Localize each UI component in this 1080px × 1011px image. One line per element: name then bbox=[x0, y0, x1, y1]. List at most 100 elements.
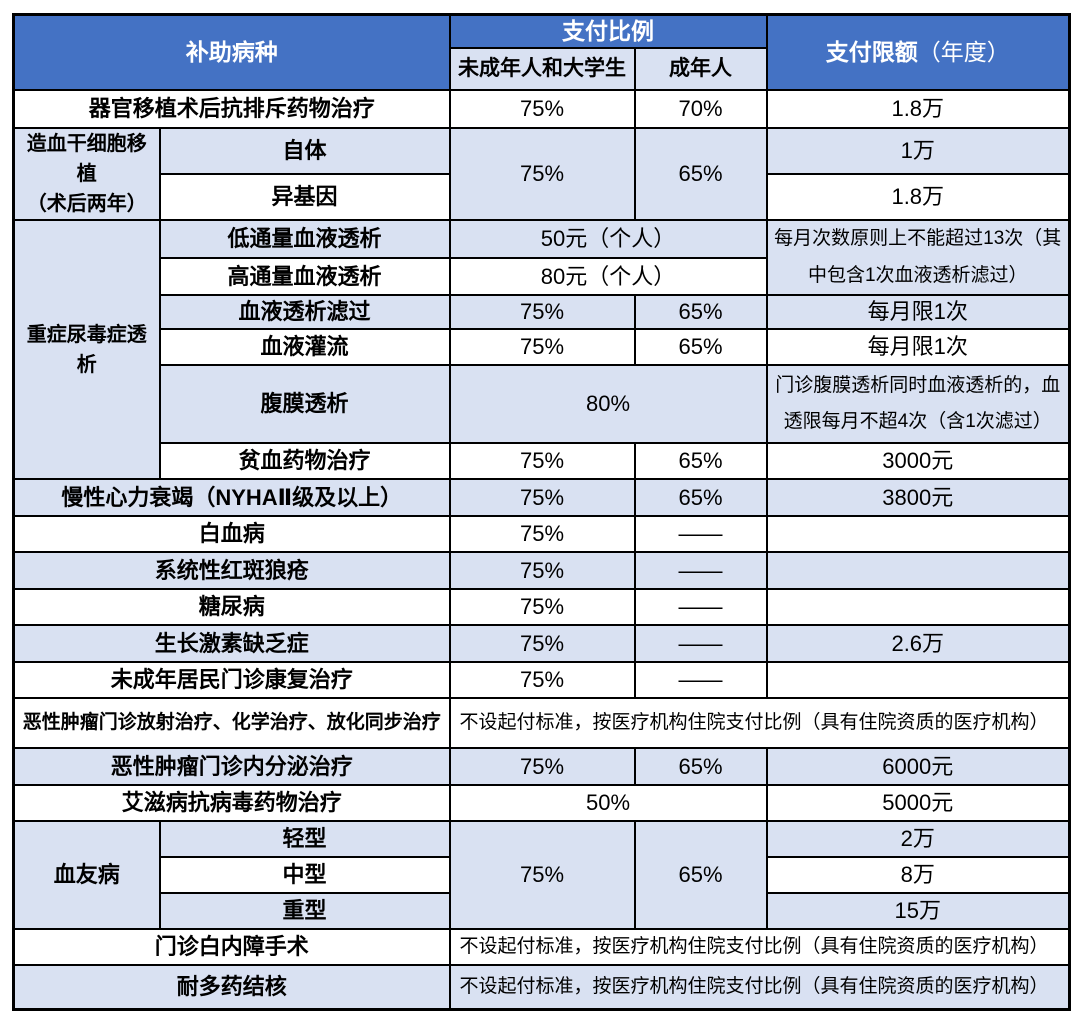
note-cell: 不设起付标准，按医疗机构住院支付比例（具有住院资质的医疗机构） bbox=[448, 697, 1071, 750]
limit-cell-empty bbox=[765, 515, 1071, 554]
rate-adult-cell: 65% bbox=[633, 328, 768, 367]
rate-adult-cell: 65% bbox=[633, 442, 768, 481]
rate-minor-cell: 75% bbox=[448, 747, 636, 787]
disease-name-cell: 贫血药物治疗 bbox=[158, 442, 451, 481]
header-row-2: 未成年人和大学生 成年人 bbox=[14, 47, 1070, 92]
rate-minor-cell: 75% bbox=[448, 588, 636, 627]
table-row: 门诊白内障手术 不设起付标准，按医疗机构住院支付比例（具有住院资质的医疗机构） bbox=[12, 928, 1071, 967]
group-line-2: （术后两年） bbox=[26, 193, 147, 216]
header-row-1: 补助病种 支付比例 支付限额（年度） bbox=[12, 13, 1071, 92]
limit-cell: 6000元 bbox=[765, 747, 1071, 787]
fee-cell: 50元（个人） bbox=[448, 219, 768, 260]
table-row: 慢性心力衰竭（NYHAⅡ级及以上） 75% 65% 3800元 bbox=[12, 478, 1071, 518]
header-disease-type: 补助病种 bbox=[12, 13, 451, 92]
limit-cell: 门诊腹膜透析同时血液透析的，血透限每月不超4次（含1次滤过） bbox=[765, 364, 1071, 445]
table-row: 血液灌流 75% 65% 每月限1次 bbox=[14, 328, 1071, 367]
disease-name-cell: 系统性红斑狼疮 bbox=[12, 551, 451, 591]
limit-cell: 1万 bbox=[765, 127, 1071, 176]
table-row: 恶性肿瘤门诊放射治疗、化学治疗、放化同步治疗 不设起付标准，按医疗机构住院支付比… bbox=[12, 697, 1071, 750]
header-payment-limit-main: 支付限额 bbox=[825, 39, 918, 65]
limit-cell: 8万 bbox=[765, 856, 1071, 895]
limit-cell: 1.8万 bbox=[765, 89, 1071, 130]
table-row: 高通量血液透析 80元（个人） bbox=[14, 257, 1070, 297]
rate-minor-cell: 75% bbox=[448, 442, 636, 481]
table-row: 恶性肿瘤门诊内分泌治疗 75% 65% 6000元 bbox=[12, 747, 1071, 787]
disease-name-cell: 器官移植术后抗排斥药物治疗 bbox=[12, 89, 451, 130]
group-line-1: 造血干细胞移植 bbox=[26, 133, 147, 186]
header-payment-limit: 支付限额（年度） bbox=[765, 13, 1071, 92]
table-row: 贫血药物治疗 75% 65% 3000元 bbox=[14, 442, 1071, 481]
limit-cell: 3800元 bbox=[765, 478, 1071, 518]
disease-name-cell: 自体 bbox=[158, 127, 451, 176]
rate-minor-cell: 75% bbox=[448, 294, 636, 331]
table-row: 生长激素缺乏症 75% —— 2.6万 bbox=[12, 624, 1071, 664]
rate-minor-cell: 75% bbox=[448, 478, 636, 518]
disease-name-cell: 未成年居民门诊康复治疗 bbox=[12, 661, 451, 700]
rate-minor-cell: 75% bbox=[448, 89, 636, 130]
limit-cell: 3000元 bbox=[765, 442, 1071, 481]
disease-name-cell: 艾滋病抗病毒药物治疗 bbox=[12, 784, 451, 823]
disease-name-cell: 门诊白内障手术 bbox=[12, 928, 451, 967]
disease-name-cell: 低通量血液透析 bbox=[158, 219, 451, 260]
limit-cell: 5000元 bbox=[765, 784, 1071, 823]
table-row: 血液透析滤过 75% 65% 每月限1次 bbox=[14, 294, 1071, 331]
rate-adult-cell: 65% bbox=[633, 294, 768, 331]
rate-minor-cell: 75% bbox=[448, 820, 636, 931]
header-payment-limit-suffix: （年度） bbox=[917, 39, 1010, 65]
header-payment-ratio: 支付比例 bbox=[448, 13, 768, 50]
rate-adult-cell: —— bbox=[633, 624, 768, 664]
disease-name-cell: 恶性肿瘤门诊内分泌治疗 bbox=[12, 747, 451, 787]
subsidy-table: 补助病种 支付比例 支付限额（年度） 未成年人和大学生 成年人 器官移植术后抗排… bbox=[12, 13, 1071, 1011]
rate-adult-cell: 65% bbox=[633, 747, 768, 787]
fee-cell: 80% bbox=[448, 364, 768, 445]
disease-name-cell: 中型 bbox=[158, 856, 451, 895]
rate-adult-cell: —— bbox=[633, 515, 768, 554]
disease-name-cell: 血液灌流 bbox=[158, 328, 451, 367]
limit-cell: 1.8万 bbox=[765, 173, 1071, 222]
table-row: 腹膜透析 80% 门诊腹膜透析同时血液透析的，血透限每月不超4次（含1次滤过） bbox=[14, 364, 1071, 445]
header-adults: 成年人 bbox=[633, 47, 768, 92]
rate-minor-cell: 75% bbox=[448, 328, 636, 367]
disease-name-cell: 轻型 bbox=[158, 820, 451, 859]
rate-minor-cell: 75% bbox=[448, 661, 636, 700]
disease-group-cell: 血友病 bbox=[12, 820, 161, 931]
rate-minor-cell: 75% bbox=[448, 127, 636, 222]
limit-cell-empty bbox=[765, 551, 1071, 591]
note-cell: 不设起付标准，按医疗机构住院支付比例（具有住院资质的医疗机构） bbox=[448, 964, 1071, 1011]
fee-cell: 80元（个人） bbox=[448, 257, 768, 297]
disease-name-cell: 血液透析滤过 bbox=[158, 294, 451, 331]
limit-cell: 2.6万 bbox=[765, 624, 1071, 664]
rate-minor-cell: 75% bbox=[448, 624, 636, 664]
disease-name-cell: 耐多药结核 bbox=[12, 964, 451, 1011]
table-row: 重症尿毒症透析 低通量血液透析 50元（个人） 每月次数原则上不能超过13次（其… bbox=[12, 219, 1071, 481]
rate-adult-cell: —— bbox=[633, 551, 768, 591]
table-row: 艾滋病抗病毒药物治疗 50% 5000元 bbox=[12, 784, 1071, 823]
table-row: 白血病 75% —— bbox=[12, 515, 1071, 554]
table-row: 血友病 轻型 75% 65% 2万 bbox=[12, 820, 1071, 931]
disease-name-cell: 生长激素缺乏症 bbox=[12, 624, 451, 664]
limit-cell: 每月限1次 bbox=[765, 294, 1071, 331]
table-row: 未成年居民门诊康复治疗 75% —— bbox=[12, 661, 1071, 700]
rate-minor-cell: 75% bbox=[448, 551, 636, 591]
fee-cell: 50% bbox=[448, 784, 768, 823]
disease-name-cell: 白血病 bbox=[12, 515, 451, 554]
disease-name-cell: 异基因 bbox=[158, 173, 451, 222]
disease-group-cell: 造血干细胞移植 （术后两年） bbox=[12, 127, 161, 222]
table-row: 异基因 1.8万 bbox=[14, 173, 1071, 222]
table-row: 器官移植术后抗排斥药物治疗 75% 70% 1.8万 bbox=[12, 89, 1071, 130]
rate-minor-cell: 75% bbox=[448, 515, 636, 554]
table-row: 重型 15万 bbox=[14, 892, 1071, 931]
limit-cell: 15万 bbox=[765, 892, 1071, 931]
rate-adult-cell: —— bbox=[633, 661, 768, 700]
disease-name-cell: 糖尿病 bbox=[12, 588, 451, 627]
table-row: 糖尿病 75% —— bbox=[12, 588, 1071, 627]
limit-cell: 每月次数原则上不能超过13次（其中包含1次血液透析滤过） bbox=[765, 219, 1071, 297]
table-row: 中型 8万 bbox=[14, 856, 1071, 895]
rate-adult-cell: 65% bbox=[633, 127, 768, 222]
rate-adult-cell: —— bbox=[633, 588, 768, 627]
limit-cell: 2万 bbox=[765, 820, 1071, 859]
table-row: 造血干细胞移植 （术后两年） 自体 75% 65% 1万 bbox=[12, 127, 1071, 222]
limit-cell: 每月限1次 bbox=[765, 328, 1071, 367]
disease-name-cell: 重型 bbox=[158, 892, 451, 931]
